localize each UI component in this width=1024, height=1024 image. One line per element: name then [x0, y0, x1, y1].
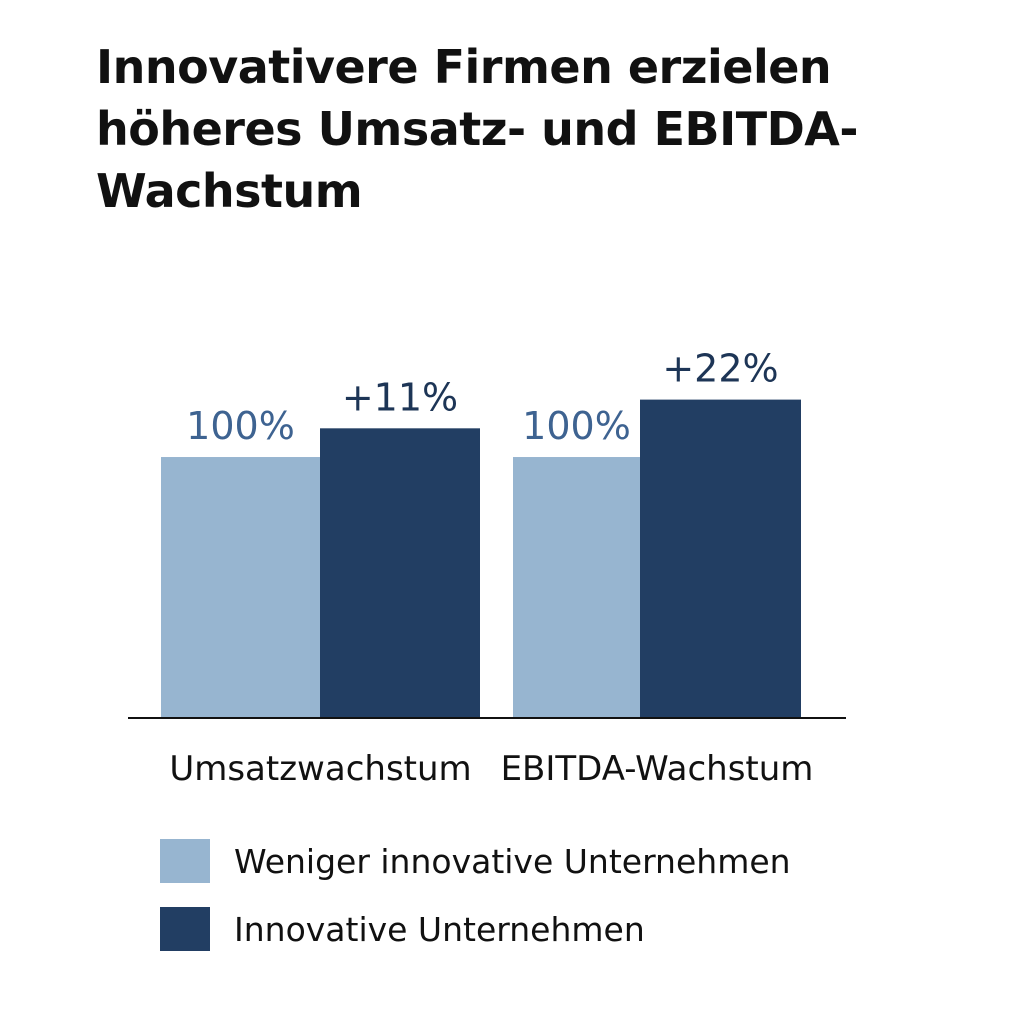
category-label-umsatz: Umsatzwachstum	[169, 749, 471, 789]
data-label-innovative-ebitda: +22%	[662, 347, 778, 391]
legend: Weniger innovative Unternehmen Innovativ…	[160, 838, 791, 974]
data-label-innovative-umsatz: +11%	[342, 375, 458, 419]
data-label-less-innovative-ebitda: 100%	[522, 404, 631, 448]
legend-label-less-innovative: Weniger innovative Unternehmen	[234, 841, 791, 881]
bar-less-innovative-ebitda	[513, 457, 640, 718]
data-label-less-innovative-umsatz: 100%	[186, 404, 295, 448]
legend-label-innovative: Innovative Unternehmen	[234, 909, 645, 949]
chart-title: Innovativere Firmen erzielen höheres Ums…	[96, 40, 858, 218]
bar-innovative-ebitda	[640, 399, 801, 718]
legend-item-less-innovative: Weniger innovative Unternehmen	[160, 838, 791, 884]
bar-less-innovative-umsatz	[161, 457, 320, 718]
legend-item-innovative: Innovative Unternehmen	[160, 906, 791, 952]
legend-swatch-less-innovative	[160, 839, 210, 883]
bar-innovative-umsatz	[320, 428, 480, 718]
category-label-ebitda: EBITDA-Wachstum	[501, 749, 814, 789]
legend-swatch-innovative	[160, 907, 210, 951]
